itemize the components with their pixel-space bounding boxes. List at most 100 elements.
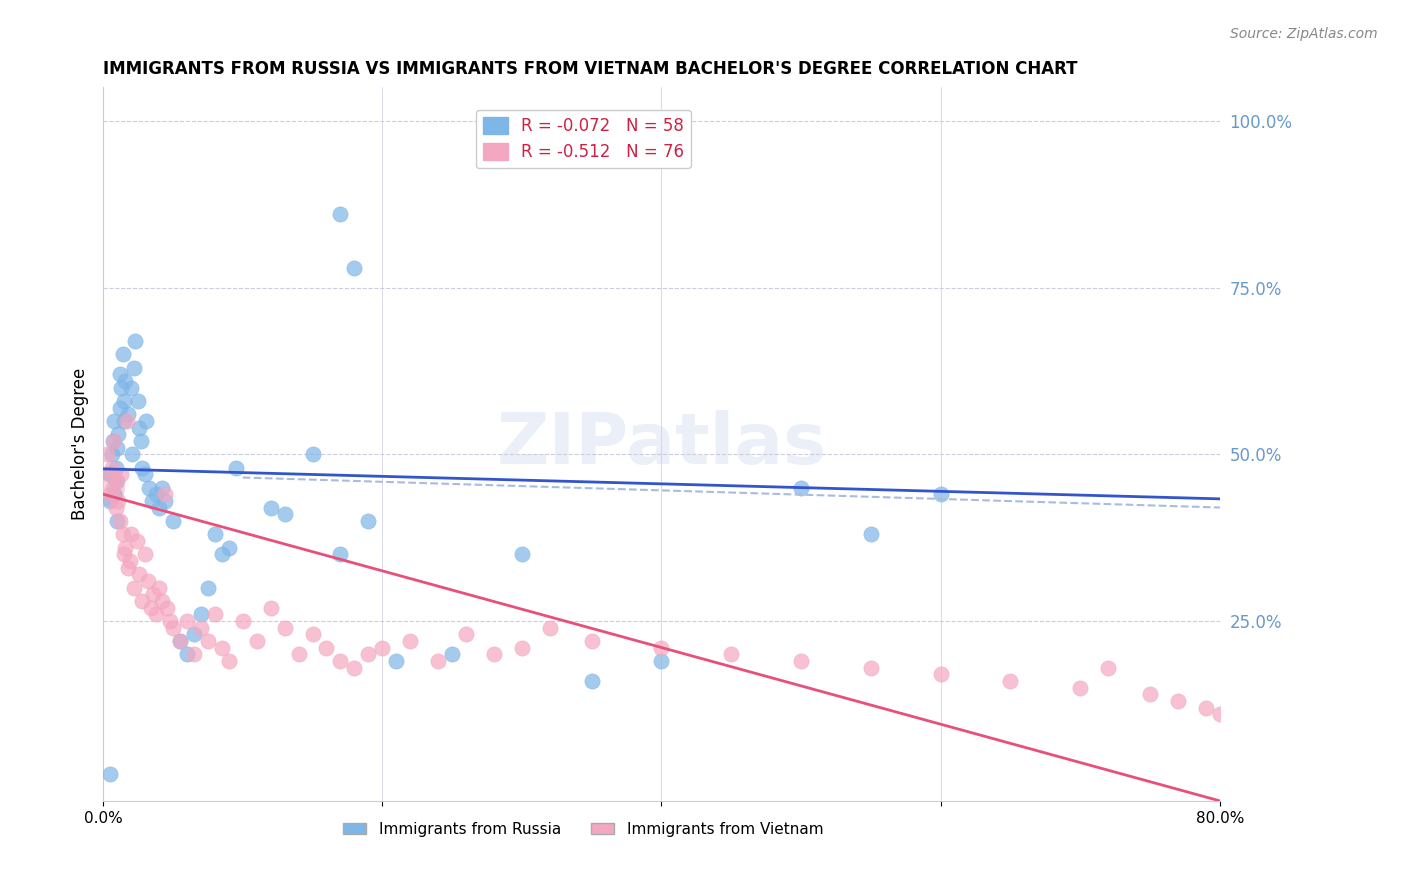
- Point: [108, 367, 131, 381]
- Point: [329, 654, 352, 668]
- Point: [301, 627, 323, 641]
- Point: [357, 514, 380, 528]
- Point: [118, 554, 141, 568]
- Point: [153, 487, 176, 501]
- Point: [96, 447, 118, 461]
- Point: [115, 414, 138, 428]
- Y-axis label: Bachelor's Degree: Bachelor's Degree: [72, 368, 89, 520]
- Point: [114, 374, 136, 388]
- Point: [112, 393, 135, 408]
- Point: [183, 627, 205, 641]
- Point: [128, 567, 150, 582]
- Text: Source: ZipAtlas.com: Source: ZipAtlas.com: [1230, 27, 1378, 41]
- Point: [104, 474, 127, 488]
- Point: [1209, 707, 1232, 722]
- Point: [1264, 754, 1286, 768]
- Text: ZIPatlas: ZIPatlas: [496, 409, 827, 479]
- Point: [139, 600, 162, 615]
- Point: [343, 660, 366, 674]
- Point: [357, 647, 380, 661]
- Point: [259, 500, 281, 515]
- Point: [315, 640, 337, 655]
- Point: [111, 527, 134, 541]
- Point: [162, 514, 184, 528]
- Point: [134, 547, 156, 561]
- Point: [287, 647, 309, 661]
- Point: [650, 654, 672, 668]
- Point: [120, 527, 142, 541]
- Point: [105, 474, 128, 488]
- Point: [122, 360, 145, 375]
- Point: [510, 640, 533, 655]
- Point: [153, 493, 176, 508]
- Point: [120, 380, 142, 394]
- Point: [225, 460, 247, 475]
- Point: [1139, 687, 1161, 701]
- Point: [156, 600, 179, 615]
- Point: [1236, 734, 1258, 748]
- Point: [145, 607, 167, 622]
- Point: [1250, 747, 1272, 762]
- Point: [197, 633, 219, 648]
- Point: [131, 460, 153, 475]
- Point: [125, 533, 148, 548]
- Point: [108, 401, 131, 415]
- Point: [107, 493, 129, 508]
- Point: [98, 467, 121, 482]
- Point: [122, 581, 145, 595]
- Point: [441, 647, 464, 661]
- Point: [112, 547, 135, 561]
- Point: [232, 614, 254, 628]
- Point: [929, 487, 952, 501]
- Point: [273, 621, 295, 635]
- Point: [131, 594, 153, 608]
- Point: [150, 594, 173, 608]
- Point: [720, 647, 742, 661]
- Point: [121, 447, 143, 461]
- Point: [141, 493, 163, 508]
- Point: [96, 481, 118, 495]
- Point: [105, 514, 128, 528]
- Point: [371, 640, 394, 655]
- Point: [273, 507, 295, 521]
- Point: [114, 541, 136, 555]
- Point: [929, 667, 952, 681]
- Legend: Immigrants from Russia, Immigrants from Vietnam: Immigrants from Russia, Immigrants from …: [337, 816, 830, 843]
- Point: [1097, 660, 1119, 674]
- Point: [454, 627, 477, 641]
- Point: [790, 481, 813, 495]
- Point: [329, 547, 352, 561]
- Point: [218, 654, 240, 668]
- Point: [581, 633, 603, 648]
- Point: [385, 654, 408, 668]
- Point: [124, 334, 146, 348]
- Point: [108, 514, 131, 528]
- Point: [211, 547, 233, 561]
- Point: [98, 493, 121, 508]
- Point: [1195, 700, 1218, 714]
- Point: [510, 547, 533, 561]
- Point: [169, 633, 191, 648]
- Point: [101, 434, 124, 448]
- Point: [1167, 694, 1189, 708]
- Point: [127, 393, 149, 408]
- Point: [105, 441, 128, 455]
- Point: [101, 481, 124, 495]
- Point: [98, 767, 121, 781]
- Point: [107, 427, 129, 442]
- Point: [183, 647, 205, 661]
- Point: [142, 587, 165, 601]
- Point: [859, 660, 882, 674]
- Point: [190, 607, 212, 622]
- Point: [259, 600, 281, 615]
- Point: [859, 527, 882, 541]
- Point: [650, 640, 672, 655]
- Point: [145, 487, 167, 501]
- Point: [117, 407, 139, 421]
- Point: [104, 500, 127, 515]
- Point: [117, 560, 139, 574]
- Point: [343, 260, 366, 275]
- Point: [103, 434, 125, 448]
- Point: [301, 447, 323, 461]
- Point: [135, 414, 157, 428]
